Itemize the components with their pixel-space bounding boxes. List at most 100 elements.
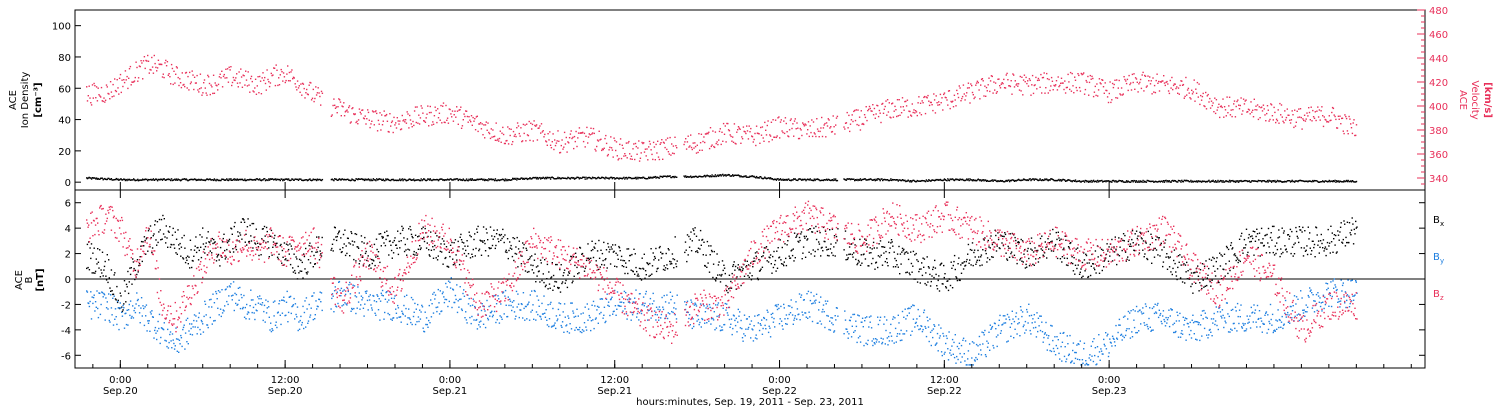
b-series-point	[274, 244, 277, 247]
top-series-point	[731, 140, 733, 142]
top-series-point	[760, 134, 763, 136]
top-series-point	[1261, 106, 1263, 108]
top-series-point	[1289, 181, 1292, 183]
b-series-point	[804, 256, 807, 258]
b-series-point	[877, 255, 880, 257]
top-series-point	[663, 142, 665, 144]
b-series-point	[655, 247, 657, 250]
top-series-point	[702, 140, 704, 143]
top-series-point	[822, 127, 825, 129]
top-series-point	[128, 77, 130, 79]
top-series-point	[1058, 178, 1060, 181]
top-series-point	[1038, 79, 1040, 81]
top-series-point	[1328, 115, 1330, 117]
top-series-point	[756, 177, 759, 179]
b-series-point	[1290, 252, 1292, 255]
top-series-point	[619, 177, 622, 179]
b-series-point	[1267, 242, 1269, 244]
b-series-point	[1246, 254, 1248, 256]
b-series-point	[1043, 252, 1046, 254]
b-series-point	[783, 264, 785, 267]
b-series-point	[539, 281, 541, 283]
top-series-point	[456, 106, 458, 108]
top-series-point	[384, 115, 386, 117]
b-series-point	[1168, 257, 1170, 259]
b-series-point	[904, 251, 906, 254]
top-series-point	[1309, 180, 1311, 182]
b-series-point	[401, 225, 403, 228]
top-series-point	[885, 179, 887, 181]
b-series-point	[954, 268, 956, 271]
top-series-point	[438, 112, 441, 114]
b-series-point	[385, 238, 387, 241]
top-series-point	[982, 179, 984, 181]
b-series-point	[1070, 262, 1073, 264]
top-series-point	[1281, 116, 1283, 118]
top-series-point	[692, 142, 694, 144]
top-series-point	[721, 131, 723, 133]
b-series-point	[664, 267, 667, 269]
top-series-point	[818, 136, 820, 138]
b-series-point	[395, 244, 398, 246]
b-series-point	[520, 263, 523, 265]
top-series-point	[1124, 181, 1126, 183]
top-series-point	[105, 178, 108, 181]
top-series-point	[1284, 181, 1287, 183]
top-series-point	[331, 114, 333, 116]
top-series-point	[1312, 180, 1315, 183]
b-series-point	[300, 259, 302, 262]
top-series-point	[1162, 80, 1164, 82]
top-series-point	[962, 179, 965, 181]
top-series-point	[1129, 181, 1131, 183]
top-series-point	[387, 130, 389, 133]
b-series-point	[798, 241, 800, 243]
top-series-point	[1039, 178, 1041, 180]
b-series-point	[649, 274, 652, 277]
top-series-point	[691, 176, 693, 178]
b-series-point	[722, 269, 724, 272]
top-series-point	[1228, 181, 1230, 183]
top-series-point	[1288, 114, 1290, 116]
b-series-point	[918, 270, 920, 273]
top-series-point	[592, 127, 595, 130]
top-series-point	[919, 180, 922, 182]
top-series-point	[1036, 88, 1038, 90]
top-series-point	[919, 180, 921, 182]
top-series-point	[393, 179, 395, 182]
top-series-point	[390, 178, 393, 181]
top-series-point	[852, 178, 854, 180]
top-series-point	[818, 179, 820, 181]
top-series-point	[89, 97, 91, 99]
top-series-point	[1050, 178, 1053, 180]
b-series-point	[139, 256, 141, 258]
b-series-point	[1284, 249, 1287, 251]
top-series-point	[688, 176, 690, 178]
top-series-point	[175, 66, 178, 68]
top-series-point	[1116, 97, 1119, 99]
top-series-point	[689, 176, 691, 178]
b-series-point	[971, 249, 973, 251]
top-series-point	[236, 73, 238, 75]
b-series-point	[1232, 247, 1234, 249]
top-series-point	[201, 94, 203, 96]
top-series-point	[298, 178, 300, 180]
top-series-point	[827, 178, 829, 181]
b-series-point	[1227, 272, 1229, 275]
b-series-point	[893, 251, 895, 253]
top-series-point	[1287, 114, 1289, 116]
top-series-point	[362, 109, 364, 111]
top-series-point	[301, 94, 303, 96]
b-series-point	[885, 250, 887, 253]
b-series-point	[638, 275, 640, 277]
top-series-point	[1076, 180, 1078, 183]
top-series-point	[490, 128, 492, 130]
top-series-point	[614, 139, 616, 142]
top-series-point	[317, 179, 319, 181]
top-series-point	[264, 178, 266, 180]
top-series-point	[470, 121, 472, 123]
top-series-point	[1090, 179, 1092, 182]
top-series-point	[1172, 180, 1175, 182]
top-series-point	[137, 77, 140, 79]
b-series-point	[186, 255, 189, 257]
top-series-point	[977, 178, 979, 180]
